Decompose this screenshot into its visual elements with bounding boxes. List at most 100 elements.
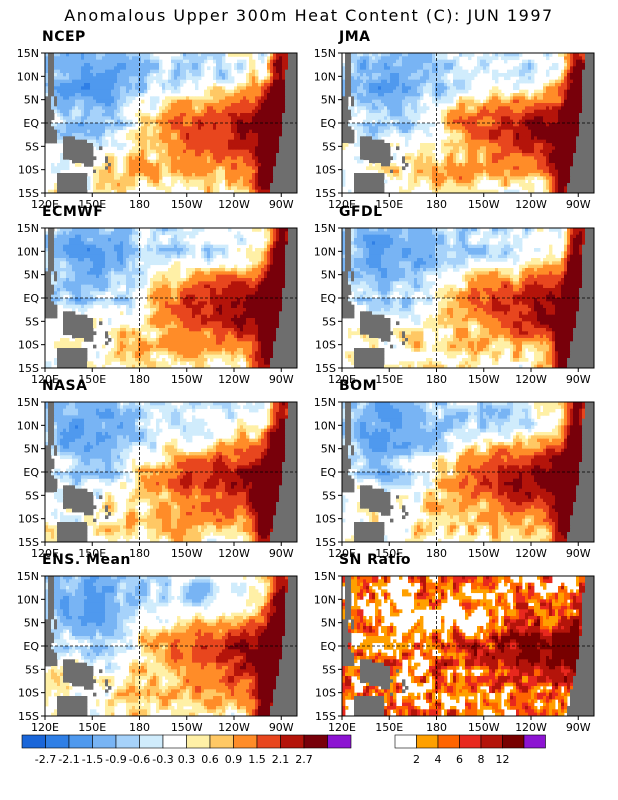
lon-tick-label: 180: [426, 721, 447, 734]
lon-tick-label: 150W: [468, 198, 500, 211]
lon-tick-label: 120W: [218, 373, 250, 386]
lat-tick-label: EQ: [320, 117, 336, 130]
lon-tick-label: 120E: [328, 373, 356, 386]
lat-tick-label: 15S: [315, 536, 336, 549]
panel-ncep: 15N 10N 5N EQ 5S 10S 15S 120E 150E 180 150W 120W 90W…: [0, 29, 300, 211]
lat-tick-label: 15N: [314, 396, 336, 409]
lat-tick-label: 5S: [322, 140, 336, 153]
sn-ratio-colorbar: 2 4 6 8 12: [394, 734, 546, 766]
lon-tick-label: 150W: [468, 547, 500, 560]
lat-tick-label: 15S: [18, 536, 39, 549]
colorbar-swatch: [68, 734, 93, 749]
lon-tick-label: 120E: [31, 721, 59, 734]
colorbar-swatch: [186, 734, 211, 749]
lat-tick-label: EQ: [320, 292, 336, 305]
lon-tick-label: 120E: [328, 547, 356, 560]
colorbar-label: 0.9: [225, 753, 243, 766]
lat-tick-label: 15N: [17, 47, 39, 60]
colorbar-label: 1.5: [248, 753, 266, 766]
lon-tick-label: 120W: [515, 547, 547, 560]
lat-tick-label: 10N: [17, 419, 39, 432]
lat-tick-label: 5N: [24, 94, 39, 107]
field-layer: [342, 228, 595, 369]
panel-title: BOM: [339, 378, 377, 394]
lon-tick-label: 150E: [375, 373, 403, 386]
lon-tick-label: 150E: [375, 547, 403, 560]
lat-tick-label: 15S: [315, 362, 336, 375]
lon-tick-label: 180: [129, 547, 150, 560]
lat-tick-label: 10N: [17, 70, 39, 83]
colorbar-swatch: [115, 734, 140, 749]
lat-tick-label: 15N: [17, 222, 39, 235]
colorbar-swatch: [327, 734, 352, 749]
lon-tick-label: 90W: [269, 198, 294, 211]
lat-tick-label: 5N: [24, 269, 39, 282]
lat-tick-label: 10S: [18, 339, 39, 352]
panel-title: SN Ratio: [339, 552, 411, 568]
colorbar-label: 2.7: [295, 753, 313, 766]
lat-tick-label: EQ: [23, 640, 39, 653]
panel-jma: 15N 10N 5N EQ 5S 10S 15S 120E 150E 180 150W 120W 90W…: [297, 29, 597, 211]
colorbar-swatch: [280, 734, 305, 749]
panel-title: NCEP: [42, 29, 86, 45]
colorbar-label: -0.3: [152, 753, 173, 766]
lon-tick-label: 90W: [269, 721, 294, 734]
lat-tick-label: 15S: [18, 710, 39, 723]
lon-tick-label: 150E: [78, 373, 106, 386]
lat-tick-label: 5S: [25, 489, 39, 502]
lon-tick-label: 90W: [566, 547, 591, 560]
lon-tick-label: 150E: [375, 721, 403, 734]
panel-title: GFDL: [339, 204, 383, 220]
lat-tick-label: 10S: [18, 513, 39, 526]
field-layer: [45, 576, 298, 717]
field-layer: [45, 402, 298, 543]
lon-tick-label: 180: [129, 721, 150, 734]
lat-tick-label: 5N: [321, 617, 336, 630]
lat-tick-label: 10N: [314, 245, 336, 258]
colorbar-label: 12: [496, 753, 510, 766]
colorbar-label: 2: [413, 753, 420, 766]
colorbar-swatch: [162, 734, 187, 749]
lat-tick-label: 15N: [314, 222, 336, 235]
lat-tick-label: 15N: [17, 396, 39, 409]
colorbar-label: -2.1: [58, 753, 79, 766]
colorbar-swatch: [92, 734, 117, 749]
colorbar-label: -0.9: [105, 753, 126, 766]
lon-tick-label: 120E: [328, 198, 356, 211]
lon-tick-label: 120W: [218, 547, 250, 560]
lat-tick-label: 15N: [314, 47, 336, 60]
lon-tick-label: 150W: [468, 721, 500, 734]
lat-tick-label: EQ: [23, 466, 39, 479]
panel-title: NASA: [42, 378, 87, 394]
panel-gfdl: 15N 10N 5N EQ 5S 10S 15S 120E 150E 180 150W 120W 90W…: [297, 204, 597, 386]
lon-tick-label: 120W: [515, 721, 547, 734]
field-layer: [45, 53, 298, 194]
lon-tick-label: 150W: [171, 721, 203, 734]
colorbar-label: 8: [478, 753, 485, 766]
lat-tick-label: 10S: [315, 339, 336, 352]
colorbar-swatch: [45, 734, 70, 749]
lat-tick-label: EQ: [23, 292, 39, 305]
panel-ecmwf: 15N 10N 5N EQ 5S 10S 15S 120E 150E 180 150W 120W 90W…: [0, 204, 300, 386]
lat-tick-label: 5S: [322, 489, 336, 502]
colorbar-label: -1.5: [82, 753, 103, 766]
lat-tick-label: 5S: [25, 315, 39, 328]
lat-tick-label: 5N: [321, 269, 336, 282]
lat-tick-label: 15S: [315, 187, 336, 200]
lon-tick-label: 90W: [269, 547, 294, 560]
colorbar-swatch: [502, 734, 525, 749]
lat-tick-label: 5N: [24, 617, 39, 630]
lon-tick-label: 120E: [31, 373, 59, 386]
colorbar-label: 6: [456, 753, 463, 766]
lat-tick-label: EQ: [320, 640, 336, 653]
lon-tick-label: 90W: [566, 373, 591, 386]
lat-tick-label: 15N: [314, 570, 336, 583]
lat-tick-label: 10N: [314, 593, 336, 606]
colorbar-swatch: [139, 734, 164, 749]
lon-tick-label: 180: [129, 198, 150, 211]
field-layer: [45, 228, 298, 369]
